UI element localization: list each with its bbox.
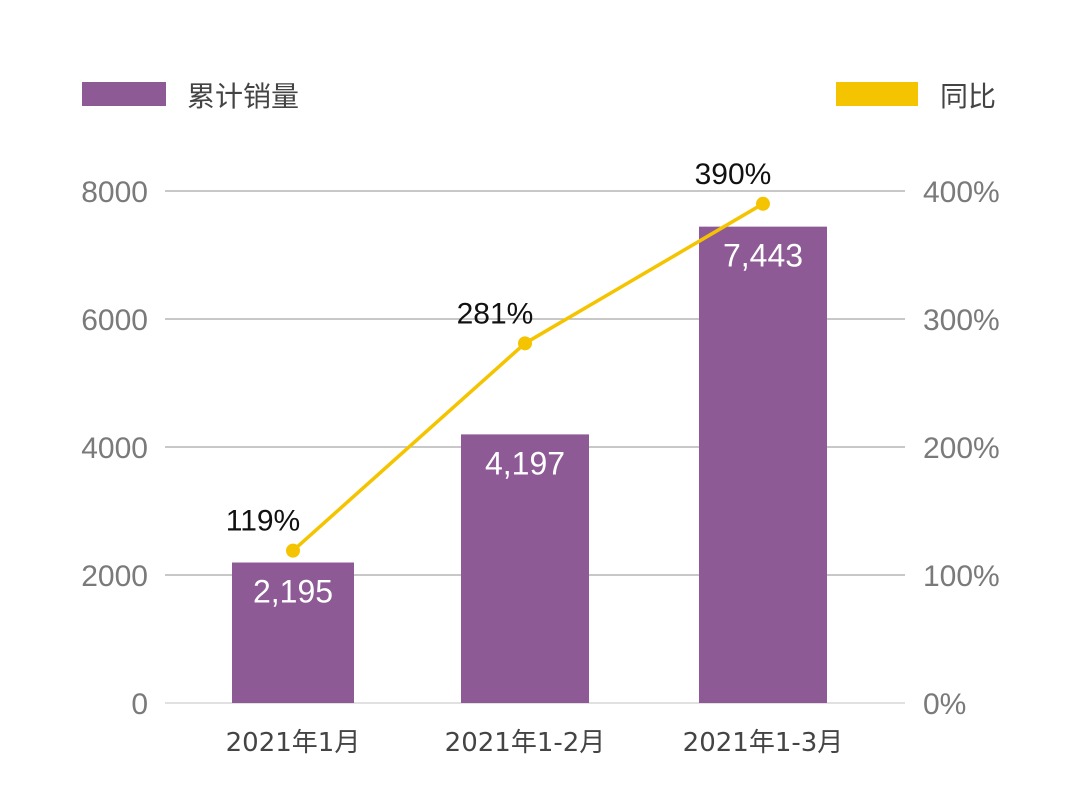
- y-right-tick-label: 200%: [923, 432, 1000, 465]
- y-left-tick-label: 2000: [81, 560, 148, 593]
- bar: [699, 226, 827, 703]
- y-right-tick-label: 0%: [923, 688, 966, 721]
- bar: [232, 562, 354, 703]
- line-value-label: 281%: [457, 297, 534, 330]
- y-left-tick-label: 6000: [81, 304, 148, 337]
- y-right-tick-label: 300%: [923, 304, 1000, 337]
- legend-label-line: 同比: [940, 80, 996, 113]
- line-point: [286, 543, 300, 558]
- x-tick-label: 2021年1-2月: [445, 728, 606, 758]
- y-axis-left: 0 2000 4000 6000 8000: [81, 176, 148, 721]
- bar-series: 2,195 4,197 7,443: [232, 226, 827, 703]
- y-left-tick-label: 4000: [81, 432, 148, 465]
- line-point: [518, 336, 532, 351]
- bar-value-label: 2,195: [253, 574, 333, 610]
- line-series: 119% 281% 390%: [226, 158, 772, 558]
- legend-label-bar: 累计销量: [187, 80, 299, 113]
- y-right-tick-label: 100%: [923, 560, 1000, 593]
- legend-swatch-line: [836, 82, 918, 106]
- x-axis: 2021年1月 2021年1-2月 2021年1-3月: [226, 728, 844, 758]
- y-axis-right: 0% 100% 200% 300% 400%: [923, 176, 1000, 721]
- y-left-tick-label: 0: [131, 688, 148, 721]
- line-point: [756, 196, 770, 211]
- y-right-tick-label: 400%: [923, 176, 1000, 209]
- bar-value-label: 7,443: [723, 238, 803, 274]
- bar: [461, 434, 589, 703]
- bar-value-label: 4,197: [485, 445, 565, 481]
- x-tick-label: 2021年1月: [226, 728, 361, 758]
- legend-swatch-bar: [82, 82, 166, 106]
- legend: 累计销量 同比: [82, 80, 996, 113]
- y-left-tick-label: 8000: [81, 176, 148, 209]
- x-tick-label: 2021年1-3月: [683, 728, 844, 758]
- line-value-label: 119%: [226, 505, 301, 538]
- line-value-label: 390%: [695, 158, 772, 191]
